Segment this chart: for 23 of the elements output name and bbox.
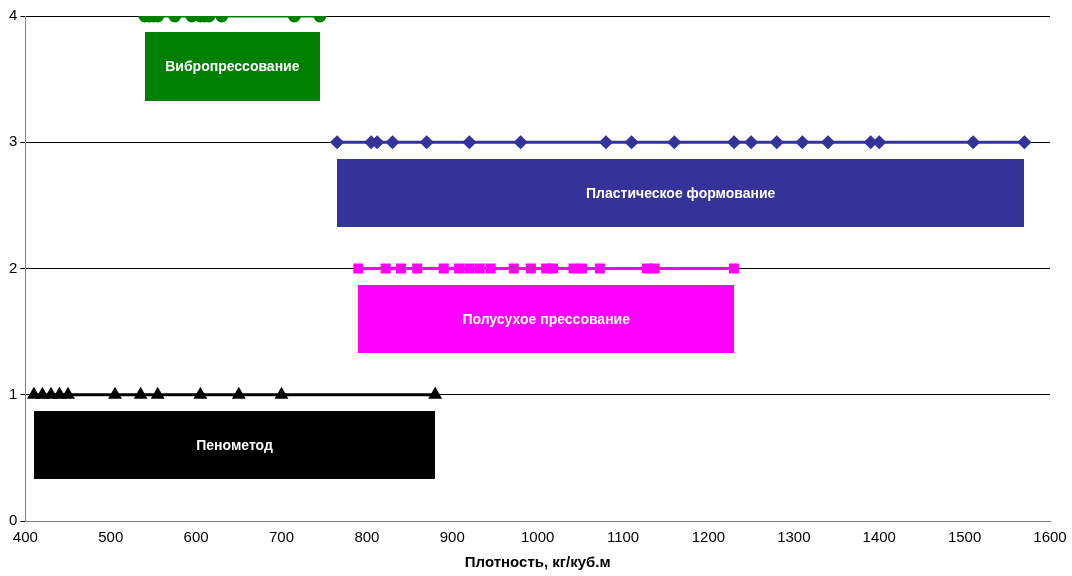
name-tag: Полусухое прессование <box>358 284 735 354</box>
y-tick-label: 0 <box>9 511 18 529</box>
x-tick-label: 1100 <box>606 528 640 546</box>
name-tag: Пенометод <box>33 411 436 480</box>
y-tick-label: 4 <box>9 6 18 24</box>
y-tick-label: 1 <box>9 384 18 402</box>
x-tick-label: 700 <box>268 528 295 546</box>
x-tick-label: 1200 <box>691 528 726 546</box>
name-tag: Пластическое формование <box>337 158 1025 227</box>
x-tick-label: 1000 <box>520 528 555 546</box>
x-axis-title: Плотность, кг/куб.м <box>464 553 611 571</box>
x-tick-label: 500 <box>98 528 124 546</box>
y-tick-label: 2 <box>9 258 18 276</box>
x-tick-label: 400 <box>12 528 38 546</box>
x-tick-label: 1300 <box>777 528 811 546</box>
x-tick-label: 1500 <box>947 528 982 546</box>
x-tick-label: 1600 <box>1033 528 1067 546</box>
x-tick-label: 600 <box>183 528 209 546</box>
y-tick-label: 3 <box>9 132 18 150</box>
name-tag: Вибропрессование <box>144 32 320 101</box>
x-tick-label: 900 <box>439 528 465 546</box>
x-tick-label: 1400 <box>862 528 896 546</box>
x-tick-label: 800 <box>354 528 380 546</box>
